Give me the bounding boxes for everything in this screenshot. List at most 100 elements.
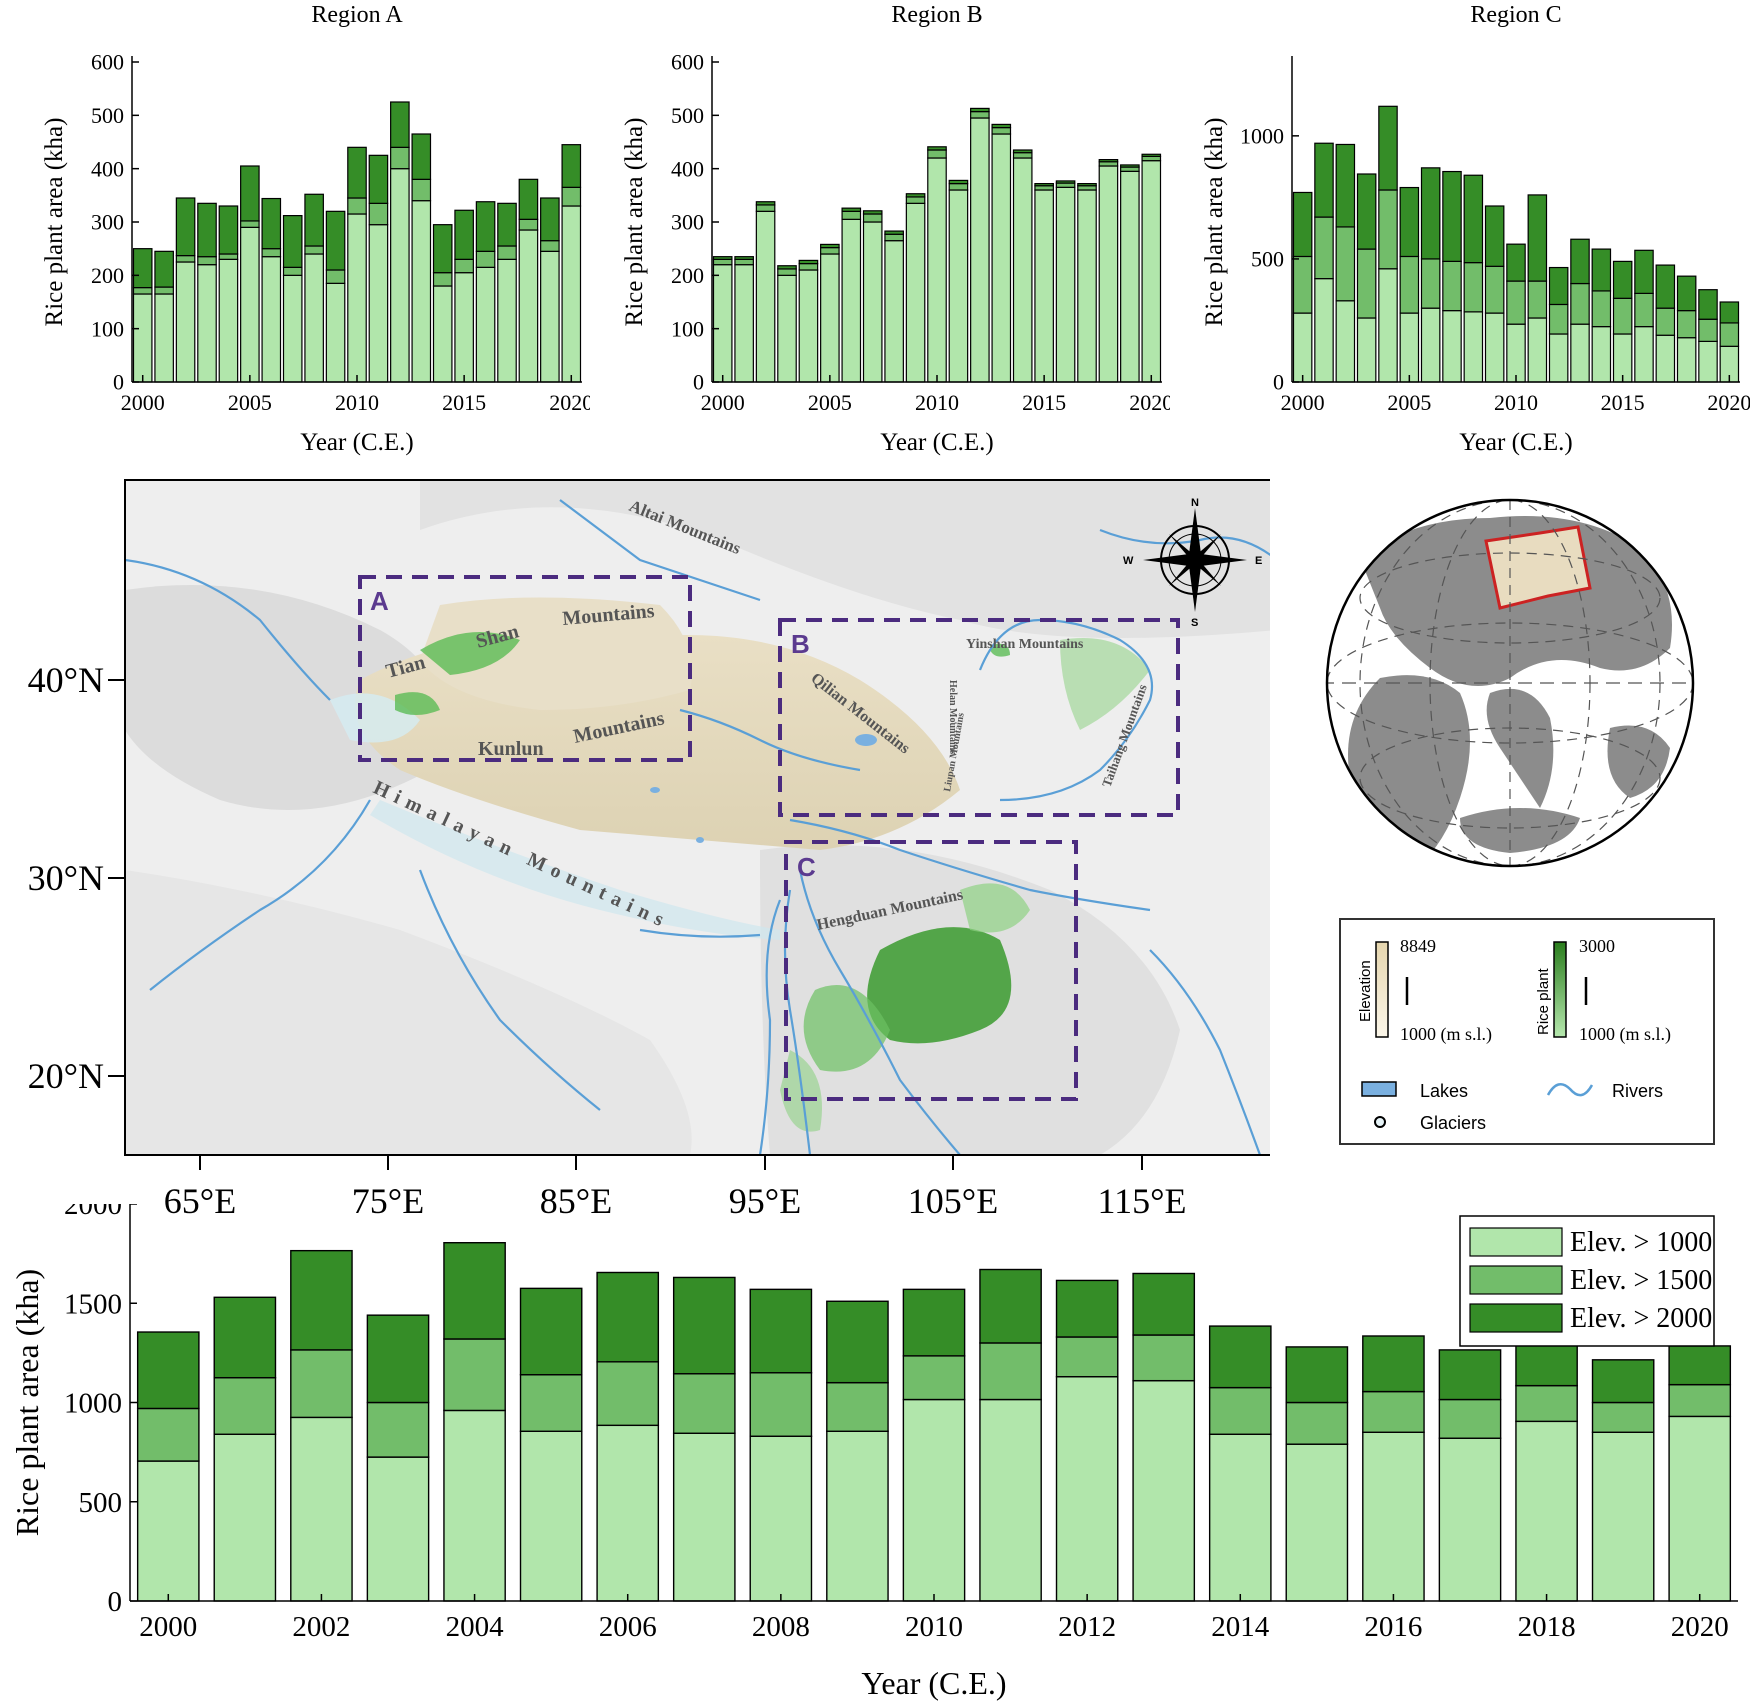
- region-a-bar-2000-s1: [132, 293, 153, 383]
- region-a-bar-2016-s3: [475, 201, 496, 252]
- region-b-xtick-2015: 2015: [1022, 390, 1066, 415]
- region-b-bar-2013-s3: [991, 123, 1012, 129]
- region-a-bar-2001-s3: [154, 250, 174, 288]
- elevation-colorbar: [1375, 941, 1389, 1038]
- region-c-bar-2010-s2: [1506, 280, 1526, 325]
- region-a-bar-2019-s1: [540, 250, 560, 383]
- region-box-b-label: B: [791, 629, 810, 659]
- region-b-bar-2019-s3: [1120, 164, 1140, 168]
- region-a-bar-2003-s2: [197, 256, 217, 266]
- region-a-ytick-600: 600: [91, 50, 124, 75]
- total-xtick-2002: 2002: [292, 1611, 350, 1643]
- lon-label-105: 105°E: [908, 1181, 998, 1220]
- region-c-bar-2005-s1: [1399, 312, 1420, 383]
- region-a-bar-2001-s1: [154, 293, 174, 383]
- region-a-bar-2008-s1: [304, 253, 324, 383]
- region-c-bar-2008-s1: [1463, 311, 1484, 383]
- lat-label-30: 30°N: [28, 858, 104, 898]
- region-b-bar-2004-s3: [798, 259, 819, 265]
- region-box-c: [784, 840, 1078, 1101]
- region-b-bar-2009-s2: [905, 196, 926, 204]
- region-b-xtick-2000: 2000: [701, 390, 745, 415]
- total-bar-2007-s1: [672, 1432, 736, 1602]
- region-c-bar-2015-s3: [1612, 260, 1633, 299]
- region-b-bar-2003-s3: [777, 265, 797, 270]
- region-a-ytick-200: 200: [91, 263, 124, 288]
- region-b-bar-2005-s3: [820, 243, 840, 249]
- region-b-bar-2006-s2: [841, 210, 862, 220]
- region-a-ytick-0: 0: [113, 370, 124, 395]
- total-xlabel: Year (C.E.): [861, 1665, 1006, 1701]
- region-a-bar-2019-s2: [540, 240, 560, 252]
- total-ytick-2000: 2000: [64, 1204, 122, 1221]
- region-a-bar-2000-s3: [132, 248, 153, 289]
- region-c-bar-2012-s2: [1548, 303, 1569, 335]
- region-c-bar-2004-s3: [1378, 105, 1398, 191]
- region-a-xtick-2015: 2015: [442, 390, 486, 415]
- region-a-bar-2017-s1: [497, 258, 517, 383]
- region-a-bar-2008-s2: [304, 245, 324, 255]
- region-c-bar-2013-s2: [1570, 282, 1590, 325]
- region-a-bar-2015-s3: [454, 209, 474, 260]
- region-b-bar-2004-s2: [798, 263, 819, 271]
- total-bar-2016-s1: [1362, 1431, 1425, 1602]
- region-c-bar-2014-s3: [1591, 248, 1612, 292]
- latitude-axis: 40°N 30°N 20°N: [28, 660, 125, 1096]
- longitude-axis: 65°E 75°E 85°E 95°E 105°E 115°E: [164, 1155, 1187, 1220]
- region-a-title: Region A: [311, 2, 403, 28]
- total-bar-2017-s2: [1438, 1398, 1502, 1439]
- total-bar-2004-s2: [443, 1338, 506, 1412]
- region-a-bar-2007-s1: [282, 274, 303, 383]
- region-a-bar-2011-s2: [368, 202, 389, 226]
- legend-label-2: Elev. > 1500: [1570, 1265, 1712, 1296]
- rice-plant-min: 1000 (m s.l.): [1579, 1024, 1671, 1045]
- region-a-bar-2020-s2: [561, 186, 582, 207]
- region-a-bar-2015-s1: [454, 272, 474, 383]
- region-c-bar-2009-s1: [1484, 312, 1505, 383]
- region-a-bar-2002-s3: [175, 197, 196, 257]
- total-ytick-1500: 1500: [64, 1288, 122, 1320]
- globe-inset: [1325, 498, 1695, 868]
- region-b-bar-2014-s3: [1012, 149, 1033, 154]
- region-b-bar-2017-s3: [1077, 183, 1097, 187]
- region-b-bar-2019-s1: [1120, 170, 1140, 383]
- total-bar-2019-s3: [1591, 1359, 1655, 1404]
- lon-label-95: 95°E: [729, 1181, 801, 1220]
- region-a-bar-2019-s3: [540, 197, 560, 242]
- region-a-bar-2004-s2: [218, 253, 239, 260]
- region-c-bar-2009-s2: [1484, 265, 1505, 314]
- region-b-bar-2001-s2: [734, 258, 754, 266]
- total-xtick-2004: 2004: [446, 1611, 505, 1643]
- region-a-bar-2016-s1: [475, 266, 496, 383]
- region-b-bar-2014-s2: [1012, 152, 1033, 159]
- region-c-bar-2002-s2: [1335, 226, 1356, 302]
- region-a-bar-2005-s2: [240, 220, 260, 228]
- total-bar-2010-s1: [902, 1398, 966, 1602]
- region-c-bar-2011-s2: [1527, 280, 1548, 319]
- region-a-bar-2004-s1: [218, 258, 239, 383]
- total-bar-2001-s1: [213, 1433, 277, 1602]
- region-c-xlabel: Year (C.E.): [1459, 429, 1572, 456]
- region-c-bar-2016-s1: [1634, 326, 1654, 383]
- region-c-bar-2018-s3: [1676, 275, 1697, 312]
- region-a-bar-2015-s2: [454, 258, 474, 274]
- lakes-swatch: [1361, 1081, 1397, 1097]
- region-b-bar-2010-s1: [927, 157, 947, 383]
- total-xtick-2020: 2020: [1671, 1611, 1729, 1643]
- region-b-bar-2006-s3: [841, 207, 862, 212]
- total-bar-2010-s3: [902, 1288, 966, 1357]
- region-c-bar-2014-s1: [1591, 326, 1612, 383]
- region-c-bar-2017-s2: [1655, 307, 1676, 336]
- total-bar-2004-s3: [443, 1242, 506, 1340]
- map-panel: A B C Altai Mountains Tian Shan Mountain…: [28, 479, 1270, 1220]
- region-b-bar-2009-s3: [905, 193, 926, 198]
- region-c-xtick-2010: 2010: [1494, 390, 1538, 415]
- region-b-bar-2000-s3: [712, 256, 733, 260]
- region-b-bar-2003-s1: [777, 274, 797, 383]
- total-bar-2017-s1: [1438, 1437, 1502, 1602]
- rivers-swatch: [1546, 1082, 1594, 1097]
- region-b-bar-2002-s1: [755, 210, 776, 383]
- total-bar-2011-s2: [979, 1342, 1042, 1401]
- total-bar-2012-s1: [1055, 1375, 1119, 1602]
- total-xtick-2010: 2010: [905, 1611, 963, 1643]
